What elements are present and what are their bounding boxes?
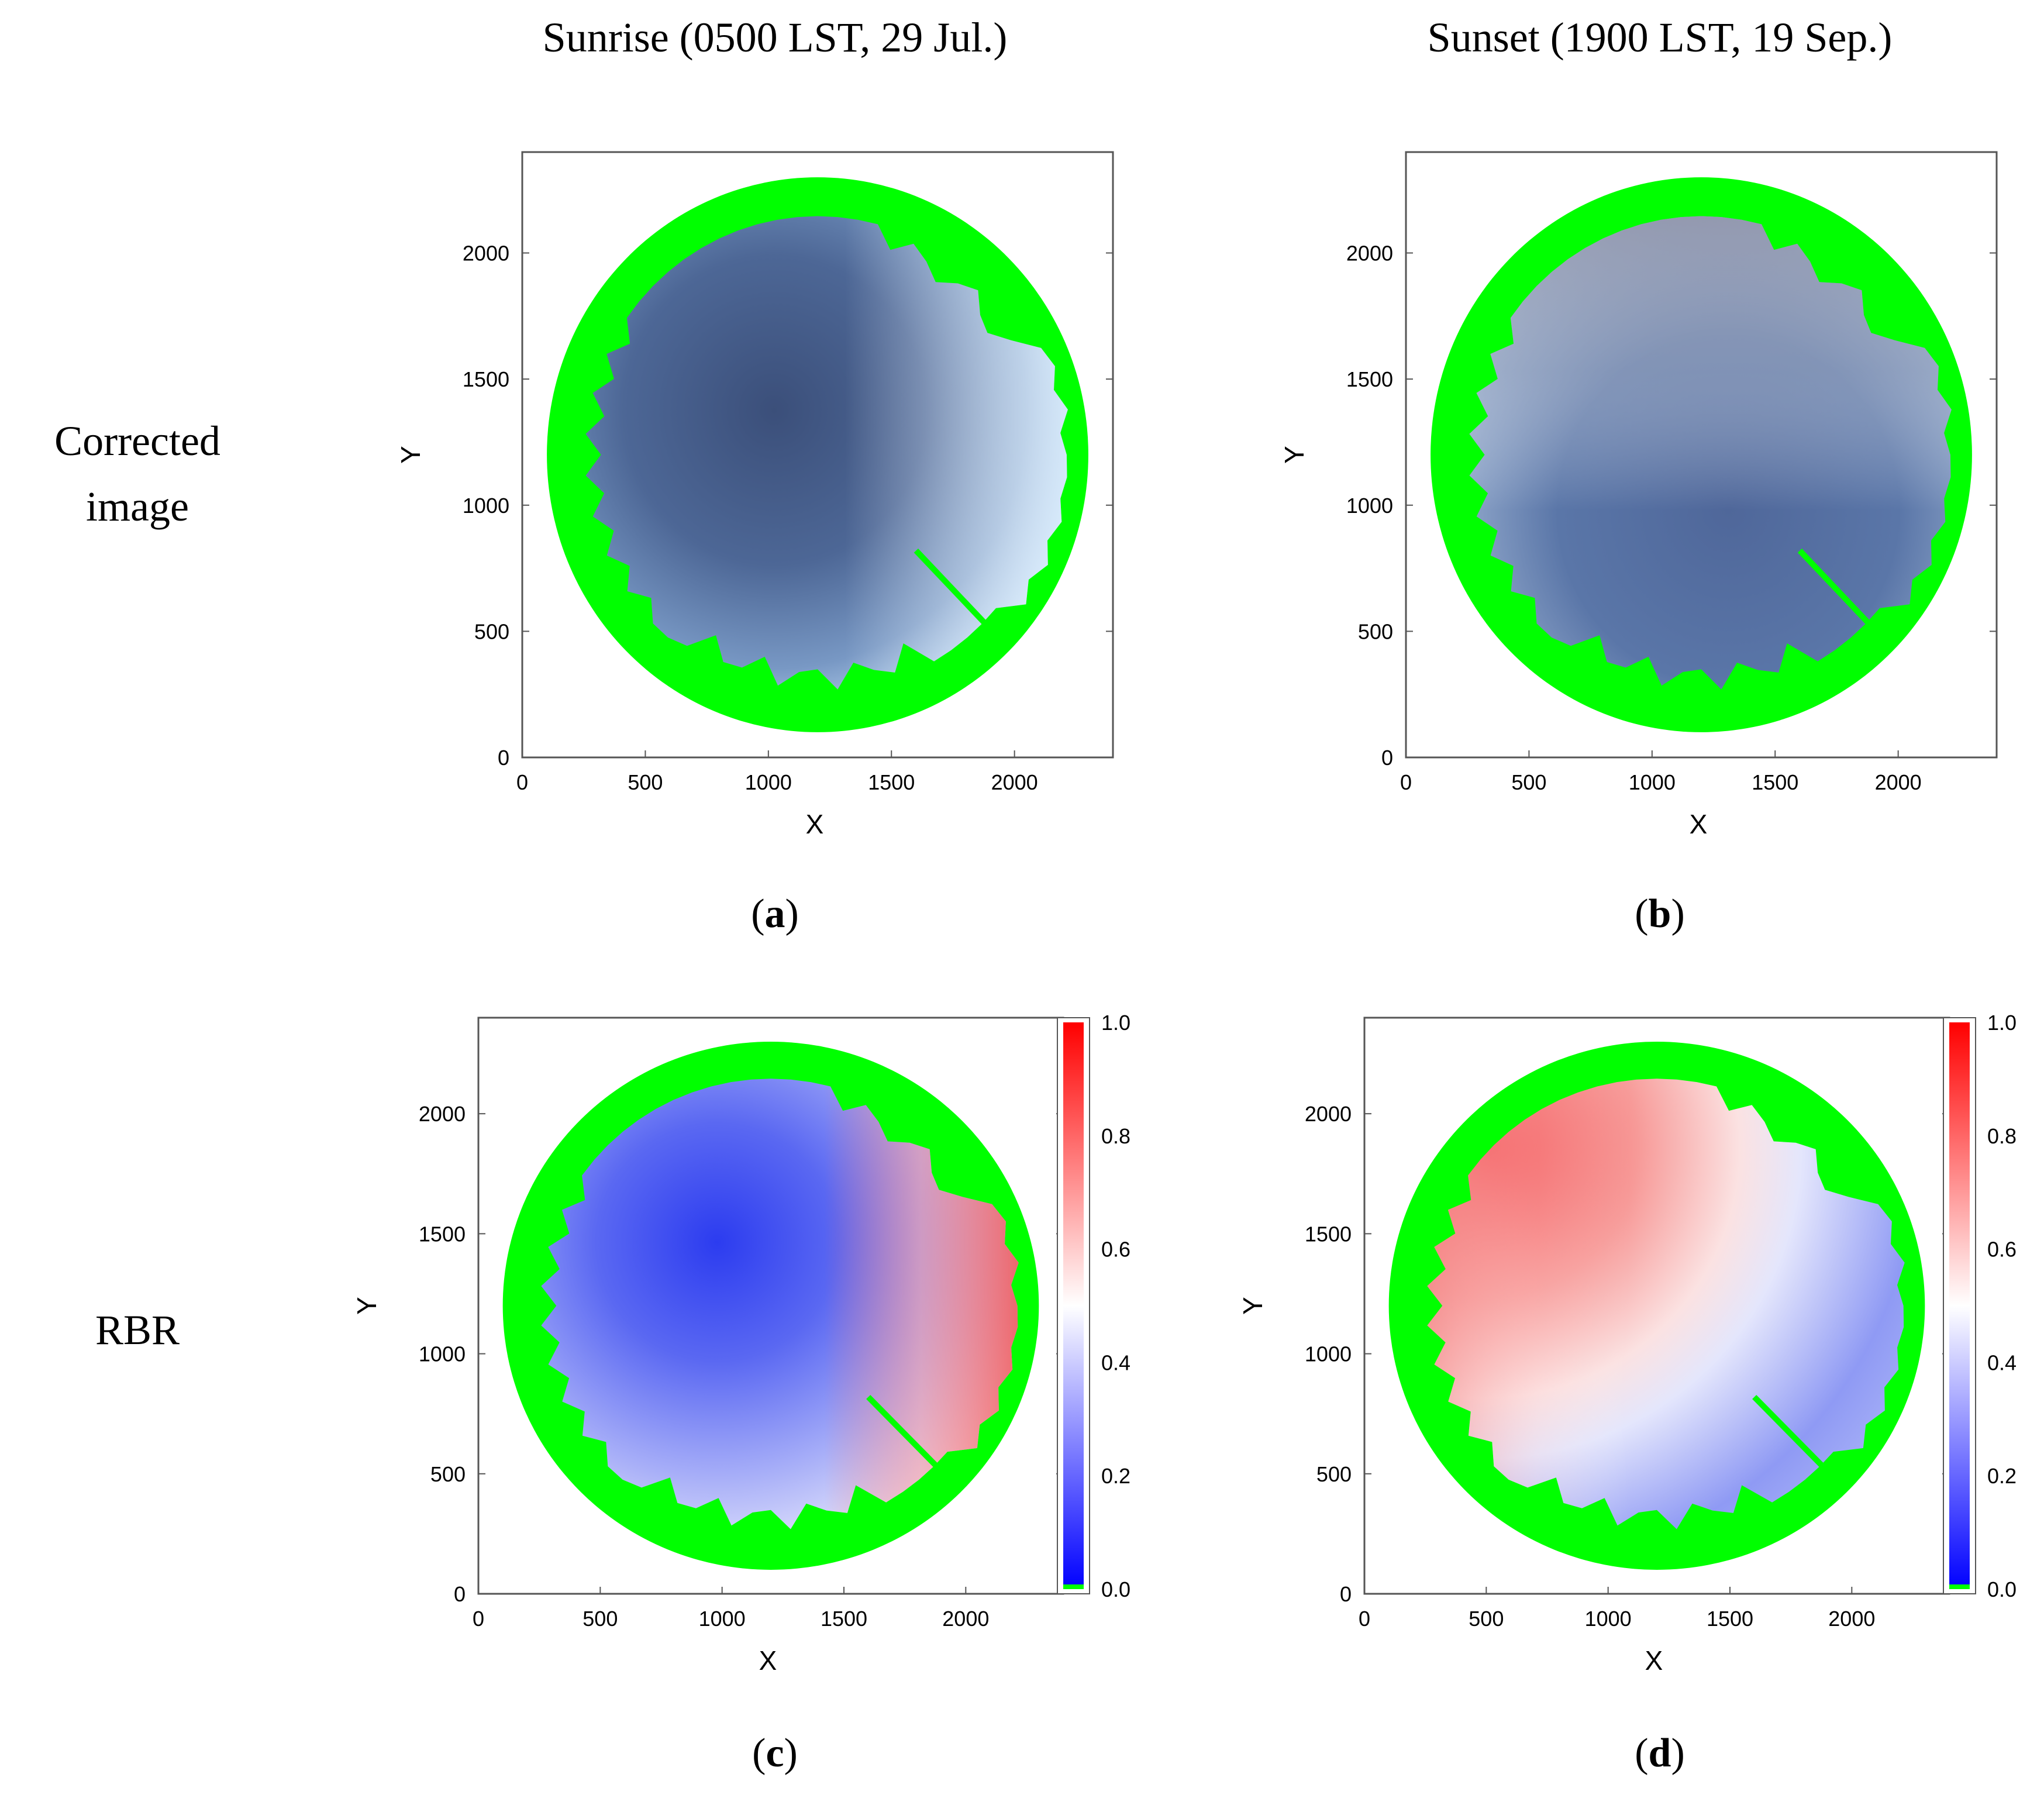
colorbar-tick-label: 0.8 (1987, 1124, 2017, 1148)
colorbar-tick-label: 0.2 (1101, 1464, 1130, 1488)
panels: 0 500 1000 1500 2000 0 500 1000 1500 2000 X Y 0 500 10… (351, 151, 2017, 1676)
x-axis-label: X (759, 1645, 777, 1676)
panel-b: 0 500 1000 1500 2000 0 500 1000 1500 2000 X Y (1279, 151, 1998, 839)
y-tick-label: 0 (498, 746, 509, 770)
x-tick-label: 2000 (1828, 1607, 1875, 1631)
y-tick-label: 1500 (419, 1222, 466, 1246)
x-tick-label: 0 (473, 1607, 484, 1631)
y-tick-label: 500 (1316, 1462, 1352, 1486)
x-tick-label: 1500 (821, 1607, 867, 1631)
x-tick-label: 0 (1359, 1607, 1370, 1631)
colorbar-tick-label: 0.6 (1987, 1238, 2017, 1262)
column-title-sunrise: Sunrise (0500 LST, 29 Jul.) (543, 14, 1008, 61)
y-tick-label: 1000 (1305, 1342, 1352, 1366)
x-tick-label: 1500 (1707, 1607, 1753, 1631)
row-label-corrected-line1: Corrected (54, 418, 220, 464)
x-tick-label: 1000 (1585, 1607, 1632, 1631)
colorbar-tick-label: 0.6 (1101, 1238, 1130, 1262)
y-tick-label: 1000 (1346, 494, 1393, 518)
panel-c: 0 500 1000 1500 2000 0 500 1000 1500 2000 X Y 0.0 0.2… (351, 1011, 1130, 1676)
x-tick-label: 500 (1511, 770, 1546, 794)
colorbar-mask-swatch (1949, 1584, 1970, 1589)
colorbar-tick-label: 0.4 (1987, 1350, 2017, 1374)
y-tick-label: 0 (1340, 1582, 1352, 1606)
column-title-sunset: Sunset (1900 LST, 19 Sep.) (1428, 14, 1893, 61)
y-tick-label: 2000 (1305, 1102, 1352, 1126)
panel-d: 0 500 1000 1500 2000 0 500 1000 1500 2000 X Y 0.0 0.2… (1238, 1011, 2017, 1676)
colorbar-gradient (1063, 1022, 1084, 1589)
y-tick-label: 1500 (1305, 1222, 1352, 1246)
y-tick-label: 0 (454, 1582, 466, 1606)
colorbar: 0.0 0.2 0.4 0.6 0.8 1.0 (1057, 1011, 1130, 1601)
rbr-field (1427, 1079, 1905, 1529)
shadow-band-arm (1752, 1394, 1839, 1483)
x-tick-label: 500 (1469, 1607, 1504, 1631)
colorbar-tick-label: 0.8 (1101, 1124, 1130, 1148)
y-axis-label: Y (1238, 1297, 1268, 1315)
y-tick-label: 1000 (463, 494, 509, 518)
y-tick-label: 0 (1381, 746, 1393, 770)
y-tick-label: 1500 (463, 367, 509, 391)
x-tick-label: 1500 (1752, 770, 1798, 794)
colorbar-tick-label: 1.0 (1101, 1011, 1130, 1035)
row-label-corrected-line2: image (86, 483, 189, 530)
y-tick-label: 2000 (1346, 242, 1393, 266)
x-tick-label: 0 (516, 770, 528, 794)
row-label-rbr: RBR (95, 1307, 180, 1353)
colorbar-tick-label: 0.4 (1101, 1350, 1130, 1374)
y-axis-label: Y (351, 1297, 382, 1315)
panel-label-a: (a) (751, 891, 799, 936)
panel-label-c: (c) (752, 1731, 798, 1776)
x-tick-label: 2000 (942, 1607, 989, 1631)
colorbar: 0.0 0.2 0.4 0.6 0.8 1.0 (1943, 1011, 2017, 1601)
y-tick-label: 1000 (419, 1342, 466, 1366)
panel-a: 0 500 1000 1500 2000 0 500 1000 1500 2000 X Y (395, 151, 1114, 839)
y-tick-label: 500 (430, 1462, 466, 1486)
y-tick-label: 2000 (463, 242, 509, 266)
x-tick-label: 500 (582, 1607, 618, 1631)
x-axis-label: X (1690, 809, 1708, 839)
y-tick-label: 500 (1358, 619, 1393, 643)
shadow-band-arm (914, 548, 1002, 641)
colorbar-tick-label: 0.0 (1987, 1577, 2017, 1601)
x-tick-label: 1000 (745, 770, 792, 794)
x-tick-label: 1000 (699, 1607, 746, 1631)
colorbar-mask-swatch (1063, 1584, 1084, 1589)
x-tick-label: 2000 (991, 770, 1038, 794)
x-axis-label: X (806, 809, 824, 839)
colorbar-gradient (1949, 1022, 1970, 1589)
panel-label-d: (d) (1635, 1731, 1685, 1776)
y-axis-label: Y (1279, 446, 1309, 464)
x-tick-label: 2000 (1875, 770, 1922, 794)
x-tick-label: 1500 (868, 770, 915, 794)
shadow-band-arm (1797, 548, 1886, 641)
x-tick-label: 0 (1400, 770, 1412, 794)
colorbar-tick-label: 0.0 (1101, 1577, 1130, 1601)
colorbar-tick-label: 0.2 (1987, 1464, 2017, 1488)
colorbar-tick-label: 1.0 (1987, 1011, 2017, 1035)
y-tick-label: 500 (474, 619, 509, 643)
panel-label-b: (b) (1635, 891, 1685, 936)
x-axis-label: X (1645, 1645, 1663, 1676)
y-axis-label: Y (395, 446, 426, 464)
x-tick-label: 500 (628, 770, 663, 794)
y-tick-label: 1500 (1346, 367, 1393, 391)
y-tick-label: 2000 (419, 1102, 466, 1126)
x-tick-label: 1000 (1629, 770, 1676, 794)
shadow-band-arm (866, 1394, 953, 1483)
